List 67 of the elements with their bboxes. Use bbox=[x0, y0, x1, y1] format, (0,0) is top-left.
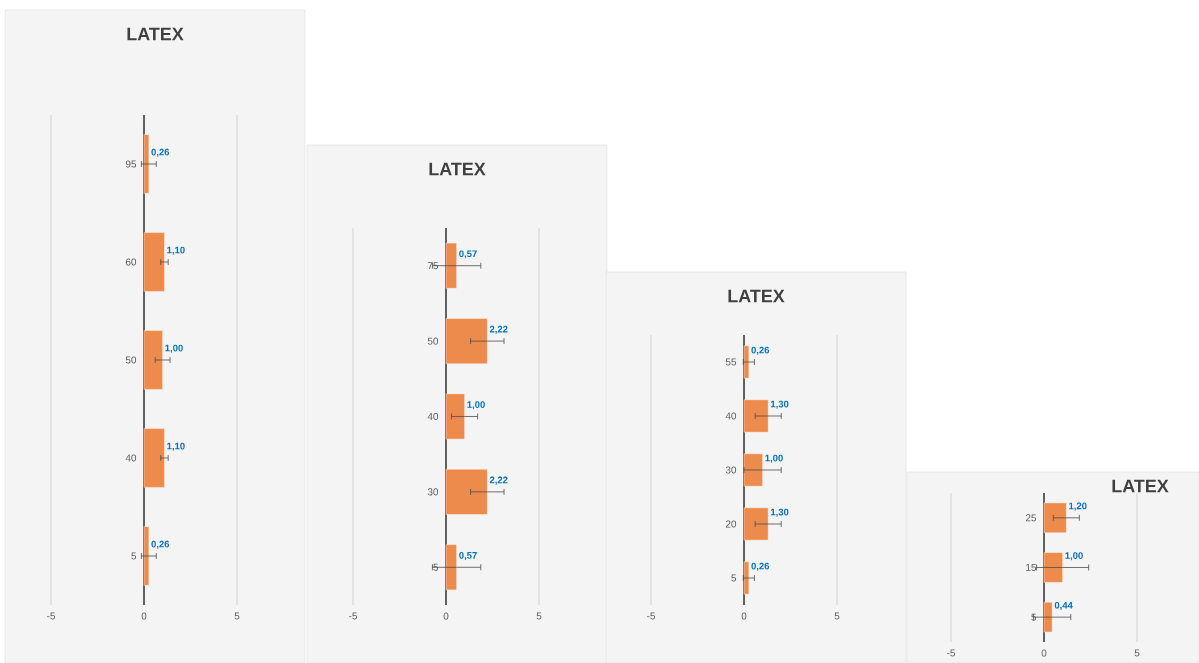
bar bbox=[1043, 552, 1063, 583]
y-tick-label: 25 bbox=[1025, 514, 1037, 522]
data-label: 0,26 bbox=[751, 346, 770, 355]
chart-title: LATEX bbox=[127, 27, 184, 41]
x-tick-label: 5 bbox=[834, 612, 840, 620]
y-tick-label: 15 bbox=[1026, 564, 1037, 571]
data-label: 1,10 bbox=[167, 246, 185, 255]
data-label: 2,22 bbox=[489, 325, 508, 334]
bar bbox=[143, 428, 165, 488]
data-label: 2,22 bbox=[489, 476, 508, 485]
y-tick-label: 30 bbox=[725, 466, 737, 474]
data-label: 0,44 bbox=[1054, 601, 1073, 610]
y-tick-label: 55 bbox=[725, 358, 737, 366]
y-tick-label: 20 bbox=[725, 520, 737, 528]
x-tick-label: 0 bbox=[1041, 649, 1047, 657]
data-label: 1,00 bbox=[467, 401, 485, 410]
x-tick-label: -5 bbox=[647, 612, 656, 620]
bar bbox=[445, 544, 457, 591]
data-label: 0,26 bbox=[151, 148, 170, 157]
x-tick-label: 0 bbox=[141, 612, 147, 620]
bar bbox=[143, 330, 163, 390]
x-tick-label: 5 bbox=[234, 612, 240, 620]
data-label: 1,00 bbox=[765, 454, 783, 463]
bar bbox=[743, 399, 769, 433]
y-tick-label: 60 bbox=[125, 258, 137, 266]
y-tick-label: 40 bbox=[427, 412, 439, 421]
x-tick-label: -5 bbox=[47, 612, 56, 620]
bar bbox=[445, 318, 488, 364]
bar bbox=[143, 232, 165, 292]
x-tick-label: -5 bbox=[349, 612, 358, 620]
y-tick-label: 40 bbox=[125, 454, 137, 462]
y-tick-label: 5 bbox=[731, 574, 737, 582]
y-tick-label: 30 bbox=[427, 488, 439, 496]
x-tick-label: 5 bbox=[536, 612, 542, 620]
bar bbox=[445, 242, 457, 289]
data-label: 1,30 bbox=[770, 508, 789, 517]
data-label: 1,00 bbox=[165, 344, 183, 353]
x-tick-label: -5 bbox=[947, 649, 956, 657]
chart-title: LATEX bbox=[1112, 479, 1169, 493]
data-label: 0,26 bbox=[751, 562, 770, 571]
bar bbox=[743, 345, 750, 379]
data-label: 1,30 bbox=[770, 400, 789, 409]
data-label: 0,57 bbox=[459, 552, 477, 561]
x-tick-label: 0 bbox=[741, 612, 747, 620]
data-label: 1,00 bbox=[1065, 552, 1083, 561]
data-label: 0,26 bbox=[151, 540, 170, 549]
data-label: 1,20 bbox=[1069, 502, 1087, 511]
chart-title: LATEX bbox=[728, 289, 785, 303]
x-tick-label: 0 bbox=[443, 612, 449, 620]
data-label: 1,10 bbox=[167, 442, 185, 451]
y-tick-label: 40 bbox=[725, 412, 737, 420]
x-tick-label: 5 bbox=[1134, 649, 1140, 657]
y-tick-label: 5 bbox=[131, 552, 137, 560]
bar bbox=[1043, 602, 1053, 633]
y-tick-label: 95 bbox=[125, 160, 137, 168]
bar bbox=[445, 393, 465, 440]
y-tick-label: 50 bbox=[427, 337, 439, 345]
bar bbox=[743, 507, 769, 541]
bar bbox=[143, 526, 150, 586]
bar bbox=[743, 561, 750, 595]
y-tick-label: 50 bbox=[125, 356, 137, 364]
bar bbox=[445, 469, 488, 515]
data-label: 0,57 bbox=[459, 250, 477, 259]
bar bbox=[143, 134, 150, 194]
y-tick-label: 5 bbox=[433, 563, 439, 571]
chart-title: LATEX bbox=[429, 162, 486, 176]
bar bbox=[1043, 502, 1067, 533]
